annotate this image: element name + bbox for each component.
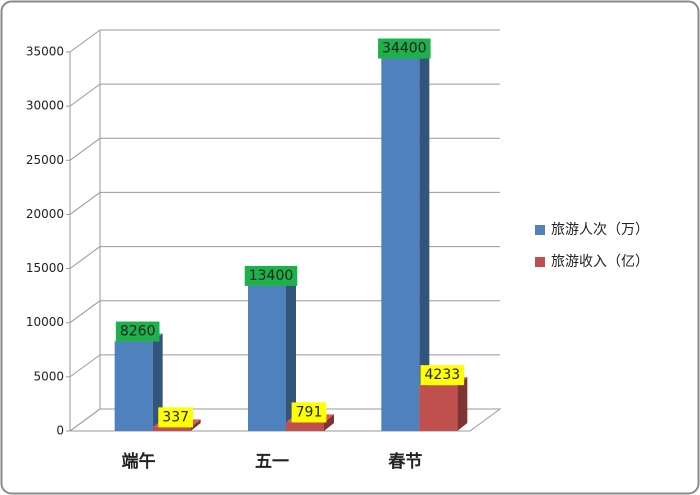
bar <box>419 377 468 431</box>
grid-line <box>69 408 101 432</box>
value-label-box <box>420 365 465 386</box>
bar-side <box>286 277 296 431</box>
bar-front <box>286 422 324 431</box>
y-tick-label: 30000 <box>26 99 64 113</box>
plot-area: 0 5000 10000 15000 20000 25000 30000 35000 端午 826… <box>26 29 649 472</box>
legend-swatch <box>535 225 545 235</box>
bar-side <box>419 50 430 432</box>
bar-side <box>324 414 334 431</box>
legend-swatch <box>535 257 545 267</box>
grid-line <box>69 83 101 107</box>
y-tick-label: 20000 <box>26 207 64 221</box>
y-tick-label: 10000 <box>26 315 64 329</box>
value-label: 13400 <box>249 268 294 284</box>
bar-side <box>190 419 201 431</box>
grid-line <box>69 137 101 161</box>
value-label-box <box>115 321 160 342</box>
value-label-box <box>244 265 298 286</box>
bar-side <box>457 377 468 431</box>
value-label: 4233 <box>425 367 461 383</box>
x-tick-label: 五一 <box>255 452 289 472</box>
x-tick-label: 春节 <box>388 451 422 472</box>
bar-front <box>248 285 286 431</box>
legend-label: 旅游人次（万） <box>551 222 649 238</box>
bar-front <box>419 385 458 431</box>
y-tick-label: 25000 <box>26 153 64 167</box>
y-tick-label: 35000 <box>26 45 64 59</box>
value-label-box <box>158 407 194 428</box>
x-tick-label: 端午 <box>122 451 156 472</box>
bar <box>381 50 430 432</box>
y-tick-label: 5000 <box>33 369 64 383</box>
y-tick-label: 0 <box>56 424 64 438</box>
bar-side <box>152 333 163 431</box>
bar <box>114 333 163 431</box>
bar-front <box>381 58 420 432</box>
value-label: 34400 <box>382 40 427 56</box>
value-label-box <box>378 38 431 59</box>
legend-label: 旅游收入（亿） <box>551 254 649 270</box>
value-label-box <box>291 402 327 423</box>
value-label: 337 <box>162 409 189 425</box>
grid-line <box>69 354 101 378</box>
grid-line <box>69 29 101 53</box>
grid-line <box>69 246 101 269</box>
value-label: 791 <box>296 404 323 420</box>
bar-front <box>152 427 191 431</box>
grid-line <box>69 300 101 324</box>
value-label: 8260 <box>120 324 156 340</box>
bar-front <box>114 341 153 431</box>
bar <box>248 277 296 431</box>
grid-line <box>69 192 101 215</box>
y-tick-label: 15000 <box>26 261 64 275</box>
